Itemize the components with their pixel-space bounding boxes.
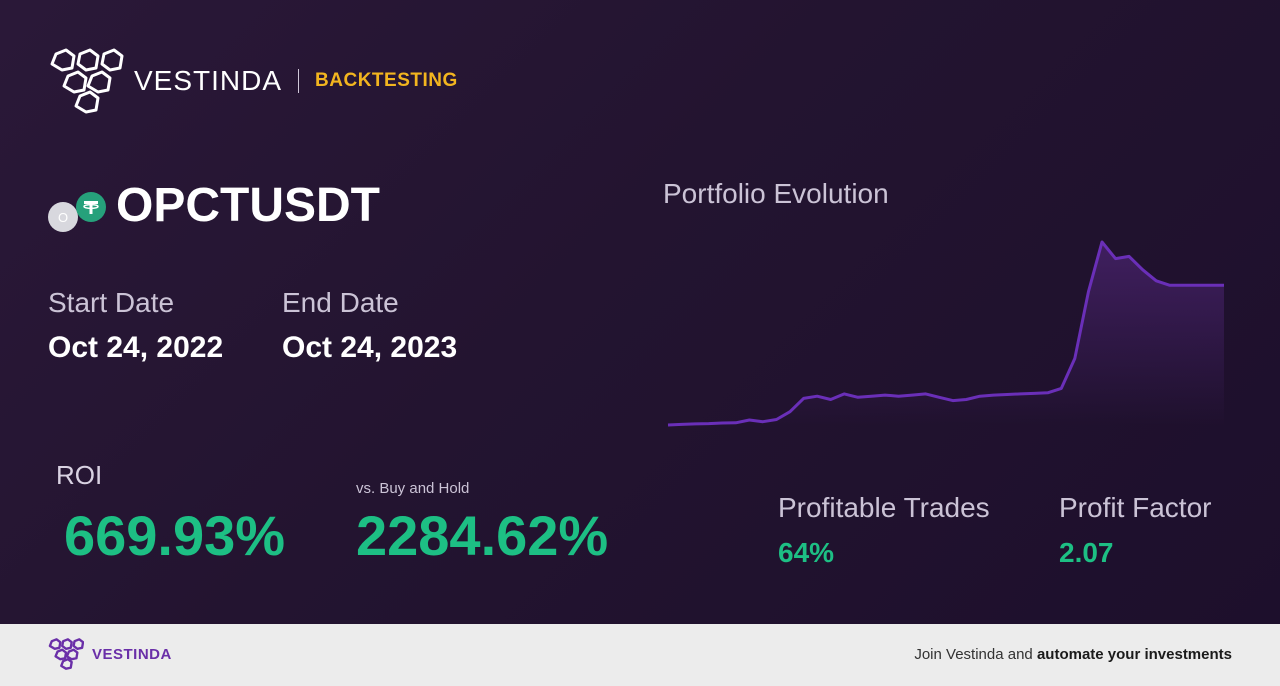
footer-logo[interactable]: VESTINDA: [48, 638, 172, 670]
footer-call-to-action[interactable]: Join Vestinda and automate your investme…: [914, 646, 1232, 663]
portfolio-evolution-chart: [667, 240, 1224, 427]
product-name: BACKTESTING: [315, 70, 458, 91]
footer-cta-bold: automate your investments: [1036, 646, 1232, 663]
roi-label: ROI: [56, 460, 103, 490]
start-date-value: Oct 24, 2022: [48, 331, 224, 364]
profit-factor-label: Profit Factor: [1059, 492, 1212, 523]
profitable-trades-label: Profitable Trades: [778, 492, 990, 523]
hexagon-logo-icon: [50, 48, 124, 114]
start-date-label: Start Date: [48, 287, 175, 318]
hexagon-logo-icon: [48, 638, 84, 670]
vestinda-logo[interactable]: VESTINDA BACKTESTING: [48, 48, 458, 114]
asset-symbol: OPCTUSDT: [116, 179, 380, 232]
end-date-value: Oct 24, 2023: [282, 331, 458, 364]
end-date-label: End Date: [282, 287, 399, 318]
portfolio-line: [667, 240, 1224, 427]
vs-buy-hold-value: 2284.62%: [356, 504, 609, 567]
base-coin-icon: O: [48, 202, 78, 232]
footer-cta-prefix: Join Vestinda and: [914, 646, 1037, 663]
footer-brand-name: VESTINDA: [92, 645, 172, 663]
tether-icon: [76, 192, 106, 222]
portfolio-area: [668, 242, 1224, 425]
profit-factor-value: 2.07: [1059, 537, 1114, 568]
vs-buy-hold-label: vs. Buy and Hold: [356, 480, 470, 497]
backtest-card: VESTINDA BACKTESTING O OPCTUSDT Start Da…: [0, 0, 1280, 624]
header-divider: [298, 69, 300, 93]
roi-value: 669.93%: [64, 504, 286, 567]
profitable-trades-value: 64%: [778, 537, 835, 568]
footer-bar: VESTINDA Join Vestinda and automate your…: [0, 624, 1280, 686]
brand-name: VESTINDA: [134, 65, 283, 96]
chart-title: Portfolio Evolution: [663, 178, 889, 209]
